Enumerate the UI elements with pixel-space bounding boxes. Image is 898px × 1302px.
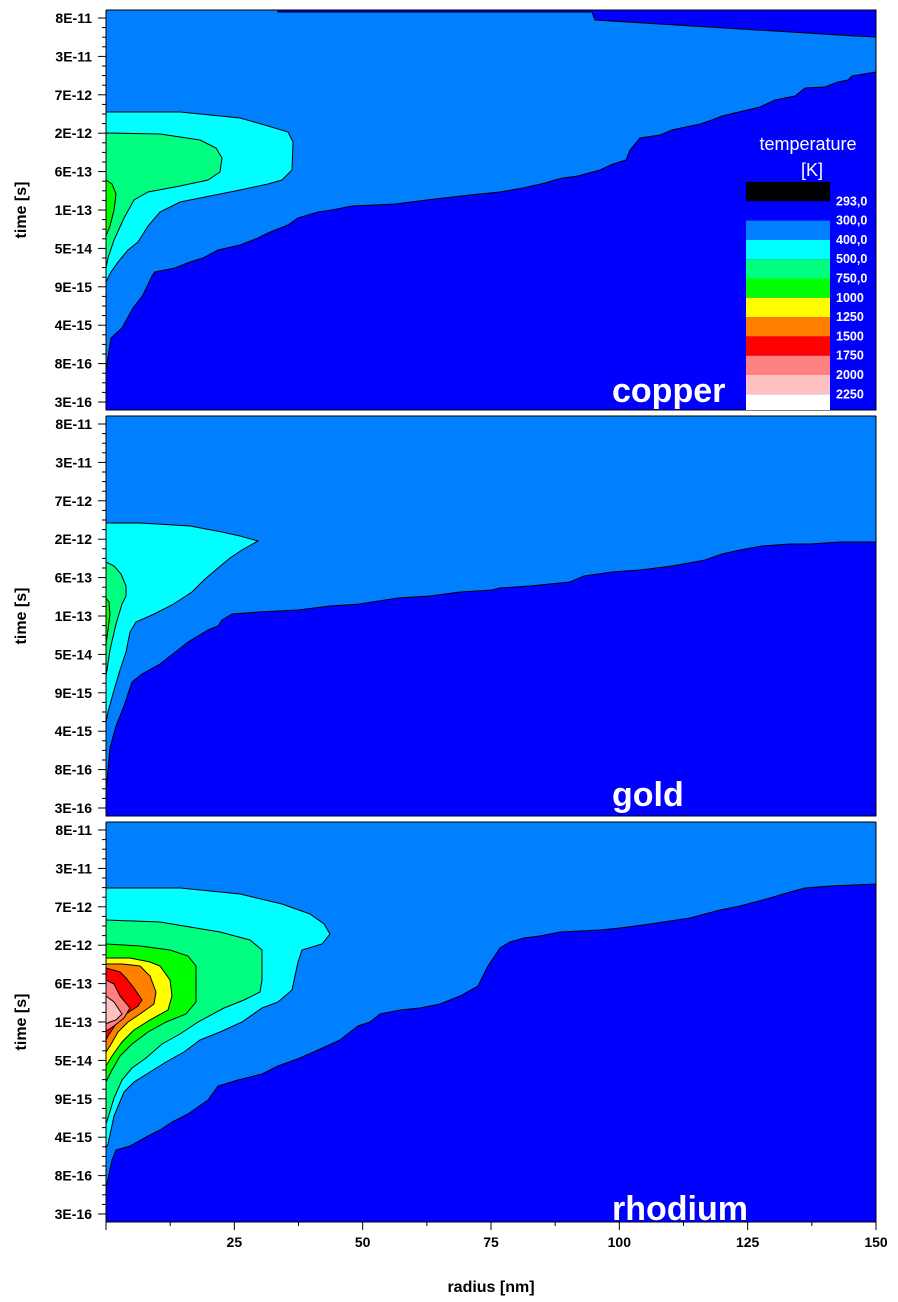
legend-value-label: 750,0 xyxy=(836,272,867,286)
legend-swatch xyxy=(746,297,830,318)
legend-value-label: 2250 xyxy=(836,387,864,401)
legend-swatch xyxy=(746,182,830,202)
x-tick-label: 50 xyxy=(355,1234,371,1250)
gold-region-300K xyxy=(105,541,877,817)
legend-swatch xyxy=(746,394,830,410)
copper-y-tick-label: 7E-12 xyxy=(55,87,93,103)
y-axis-title-rhodium: time [s] xyxy=(13,994,30,1051)
copper-region-500K xyxy=(105,132,223,269)
legend-value-label: 300,0 xyxy=(836,214,867,228)
gold-y-tick-label: 8E-16 xyxy=(55,762,93,778)
legend-title: temperature xyxy=(759,134,856,154)
rhodium-y-tick-label: 5E-14 xyxy=(55,1052,93,1068)
copper-y-tick-label: 8E-11 xyxy=(55,10,92,26)
legend-value-label: 1000 xyxy=(836,291,864,305)
panel-label-copper: copper xyxy=(612,372,725,410)
rhodium-y-tick-label: 7E-12 xyxy=(55,899,93,915)
temperature-legend: temperature [K] 293,0 300,0 400,0 500,0 750,… xyxy=(746,134,867,410)
legend-value-label: 2000 xyxy=(836,368,864,382)
copper-y-tick-label: 6E-13 xyxy=(55,164,93,180)
gold-y-tick-label: 4E-15 xyxy=(55,723,93,739)
x-axis-title: radius [nm] xyxy=(447,1279,534,1296)
legend-value-label: 1750 xyxy=(836,349,864,363)
legend-swatch xyxy=(746,336,830,356)
legend-swatch xyxy=(746,317,830,337)
panel-label-gold: gold xyxy=(612,776,684,814)
legend-swatch xyxy=(746,259,830,279)
legend-value-label: 293,0 xyxy=(836,194,867,208)
panel-copper: 8E-11 3E-11 7E-12 2E-12 6E-13 1E-13 5E-14 9E-15… xyxy=(55,9,877,411)
y-axis-title-gold: time [s] xyxy=(13,588,30,645)
legend-value-label: 400,0 xyxy=(836,233,867,247)
gold-y-tick-label: 2E-12 xyxy=(55,531,93,547)
rhodium-y-tick-label: 9E-15 xyxy=(55,1091,93,1107)
gold-y-tick-label: 5E-14 xyxy=(55,646,93,662)
copper-y-tick-label: 8E-16 xyxy=(55,356,93,372)
rhodium-y-tick-label: 3E-16 xyxy=(55,1206,93,1222)
rhodium-y-tick-label: 3E-11 xyxy=(55,860,92,876)
gold-y-ticks: 8E-11 3E-11 7E-12 2E-12 6E-13 1E-13 5E-14 9E-15… xyxy=(55,416,106,816)
copper-y-tick-label: 4E-15 xyxy=(55,317,93,333)
copper-y-tick-label: 3E-16 xyxy=(55,394,93,410)
x-tick-label: 125 xyxy=(736,1234,760,1250)
legend-value-label: 1500 xyxy=(836,329,864,343)
x-axis: 25 50 75 100 125 150 xyxy=(105,1222,888,1250)
rhodium-y-tick-label: 1E-13 xyxy=(55,1014,93,1030)
gold-y-tick-label: 3E-16 xyxy=(55,800,93,816)
panel-label-rhodium: rhodium xyxy=(612,1190,748,1228)
copper-y-tick-label: 3E-11 xyxy=(55,48,92,64)
legend-swatch xyxy=(746,355,830,375)
legend-value-label: 1250 xyxy=(836,310,864,324)
gold-y-tick-label: 1E-13 xyxy=(55,608,93,624)
legend-swatch xyxy=(746,278,830,298)
copper-y-tick-label: 1E-13 xyxy=(55,202,93,218)
rhodium-y-ticks: 8E-11 3E-11 7E-12 2E-12 6E-13 1E-13 5E-14 9E-15… xyxy=(55,822,106,1222)
legend-title-unit: [K] xyxy=(801,160,823,180)
legend-swatch xyxy=(746,201,830,221)
rhodium-region-300K xyxy=(105,883,877,1223)
gold-y-tick-label: 8E-11 xyxy=(55,416,92,432)
copper-y-tick-label: 9E-15 xyxy=(55,279,93,295)
rhodium-y-tick-label: 8E-16 xyxy=(55,1168,93,1184)
gold-frame xyxy=(105,415,877,817)
gold-region-400K xyxy=(105,522,260,723)
x-tick-label: 150 xyxy=(864,1234,888,1250)
rhodium-y-tick-label: 8E-11 xyxy=(55,822,92,838)
rhodium-y-tick-label: 4E-15 xyxy=(55,1129,93,1145)
panel-gold: 8E-11 3E-11 7E-12 2E-12 6E-13 1E-13 5E-14 9E-15… xyxy=(55,415,877,817)
x-tick-label: 100 xyxy=(608,1234,632,1250)
panel-rhodium: 8E-11 3E-11 7E-12 2E-12 6E-13 1E-13 5E-14 9E-15… xyxy=(55,821,877,1228)
y-axis-title-copper: time [s] xyxy=(13,182,30,239)
rhodium-y-tick-label: 2E-12 xyxy=(55,937,93,953)
gold-region-500K xyxy=(105,561,127,677)
x-tick-label: 25 xyxy=(227,1234,243,1250)
gold-y-tick-label: 7E-12 xyxy=(55,493,93,509)
gold-y-tick-label: 3E-11 xyxy=(55,454,92,470)
legend-value-label: 500,0 xyxy=(836,252,867,266)
legend-swatch xyxy=(746,239,830,260)
copper-y-tick-label: 2E-12 xyxy=(55,125,93,141)
legend-swatches: 293,0 300,0 400,0 500,0 750,0 1000 1250 1500 175… xyxy=(746,182,867,410)
legend-swatch xyxy=(746,375,830,395)
copper-region-300K-main xyxy=(105,71,877,411)
gold-y-tick-label: 6E-13 xyxy=(55,570,93,586)
copper-y-ticks: 8E-11 3E-11 7E-12 2E-12 6E-13 1E-13 5E-14 9E-15… xyxy=(55,10,106,410)
rhodium-y-tick-label: 6E-13 xyxy=(55,976,93,992)
x-tick-label: 75 xyxy=(483,1234,499,1250)
copper-y-tick-label: 5E-14 xyxy=(55,240,93,256)
gold-y-tick-label: 9E-15 xyxy=(55,685,93,701)
legend-swatch xyxy=(746,220,830,240)
